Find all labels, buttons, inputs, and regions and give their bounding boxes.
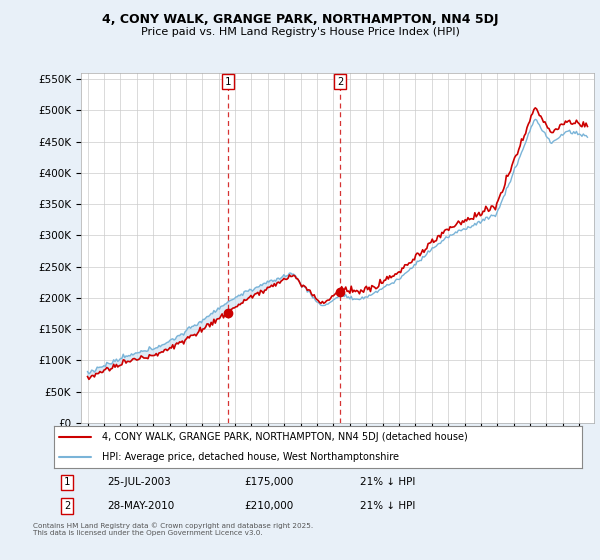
Text: 2: 2 (64, 501, 70, 511)
Text: 21% ↓ HPI: 21% ↓ HPI (360, 501, 416, 511)
Text: 2: 2 (337, 77, 343, 87)
Text: 21% ↓ HPI: 21% ↓ HPI (360, 477, 416, 487)
Text: 25-JUL-2003: 25-JUL-2003 (107, 477, 170, 487)
Text: 28-MAY-2010: 28-MAY-2010 (107, 501, 174, 511)
Text: 1: 1 (64, 477, 70, 487)
Text: Contains HM Land Registry data © Crown copyright and database right 2025.
This d: Contains HM Land Registry data © Crown c… (33, 522, 313, 535)
Text: 1: 1 (225, 77, 231, 87)
Text: £175,000: £175,000 (244, 477, 293, 487)
Text: 4, CONY WALK, GRANGE PARK, NORTHAMPTON, NN4 5DJ (detached house): 4, CONY WALK, GRANGE PARK, NORTHAMPTON, … (101, 432, 467, 442)
Text: 4, CONY WALK, GRANGE PARK, NORTHAMPTON, NN4 5DJ: 4, CONY WALK, GRANGE PARK, NORTHAMPTON, … (102, 13, 498, 26)
Text: Price paid vs. HM Land Registry's House Price Index (HPI): Price paid vs. HM Land Registry's House … (140, 27, 460, 37)
Text: £210,000: £210,000 (244, 501, 293, 511)
Text: HPI: Average price, detached house, West Northamptonshire: HPI: Average price, detached house, West… (101, 452, 398, 462)
